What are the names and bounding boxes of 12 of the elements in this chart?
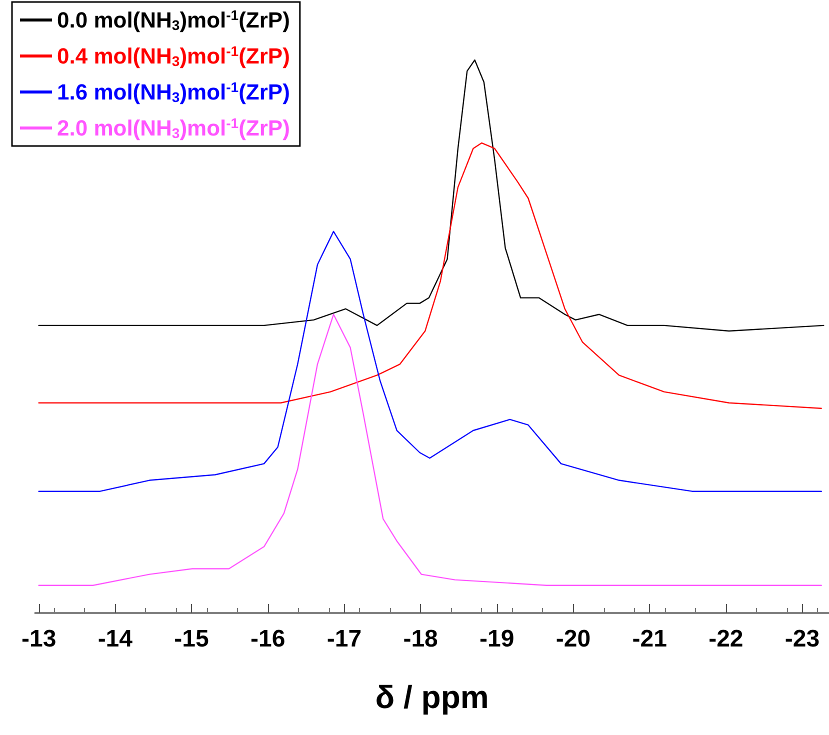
x-tick-label: -21 — [632, 626, 667, 652]
x-tick-label: -20 — [556, 626, 591, 652]
x-tick-label: -23 — [784, 626, 820, 652]
x-tick-label: -19 — [480, 626, 514, 652]
x-tick-label: -18 — [403, 626, 438, 652]
x-tick-label: -15 — [174, 626, 209, 652]
x-axis-title: δ / ppm — [375, 679, 489, 715]
x-tick-label: -16 — [250, 626, 286, 652]
x-tick-label: -17 — [326, 626, 362, 652]
x-tick-label: -22 — [708, 626, 744, 652]
x-tick-label: -13 — [21, 626, 56, 652]
x-tick-label: -14 — [98, 626, 134, 652]
